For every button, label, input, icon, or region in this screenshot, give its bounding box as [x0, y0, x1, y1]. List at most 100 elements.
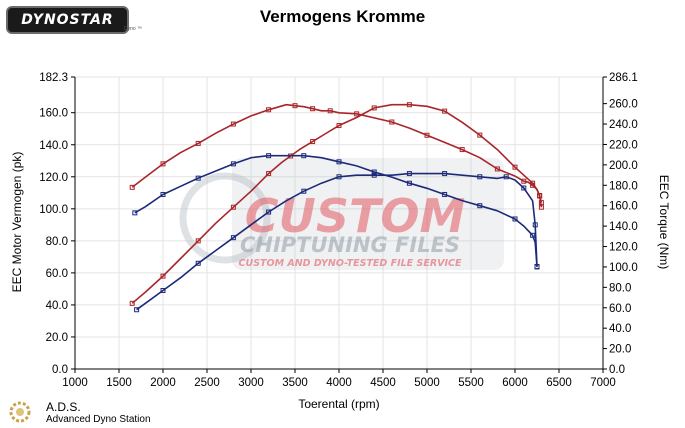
- data-point-red-torque: [230, 121, 236, 127]
- dynostar-logo: DYNOSTAR: [6, 6, 129, 34]
- y-right-tick-label: 60.0: [609, 303, 631, 315]
- data-point-blue-power: [477, 174, 483, 180]
- data-point-red-power: [512, 164, 518, 170]
- data-point-red-torque: [310, 106, 316, 112]
- data-point-red-torque: [160, 161, 166, 167]
- data-point-red-power: [310, 139, 316, 145]
- ads-subtitle: Advanced Dyno Station: [46, 414, 151, 425]
- data-point-red-power: [371, 105, 377, 111]
- data-point-blue-power: [301, 188, 307, 194]
- data-point-blue-torque: [512, 216, 518, 222]
- y-right-tick-label: 40.0: [609, 323, 631, 335]
- y-right-tick-label: 20.0: [609, 344, 631, 356]
- data-point-red-torque: [459, 147, 465, 153]
- data-point-blue-power: [195, 260, 201, 266]
- watermark-line1: CUSTOM: [245, 189, 466, 243]
- data-point-blue-torque: [371, 169, 377, 175]
- series-line-blue-torque: [134, 154, 538, 267]
- data-point-red-power: [129, 300, 135, 306]
- data-point-red-power: [477, 132, 483, 138]
- data-point-blue-power: [336, 174, 342, 180]
- data-point-blue-power: [503, 174, 509, 180]
- data-point-red-power: [336, 123, 342, 129]
- y-right-tick-label: 120.0: [609, 242, 638, 254]
- x-tick-label: 2500: [194, 377, 220, 389]
- x-tick-label: 1000: [62, 377, 88, 389]
- y-left-tick-label: 182.3: [39, 72, 68, 84]
- series-line-red-torque: [131, 103, 543, 203]
- x-tick-label: 3000: [238, 377, 264, 389]
- series-layer: [129, 102, 544, 313]
- y-right-tick-label: 0.0: [609, 364, 625, 376]
- x-tick-label: 1500: [106, 377, 132, 389]
- data-point-red-torque: [195, 140, 201, 146]
- data-point-blue-torque: [301, 153, 307, 159]
- ads-title: A.D.S.: [46, 400, 81, 414]
- series-line-red-power: [131, 103, 543, 304]
- data-point-blue-power: [134, 307, 140, 313]
- data-point-blue-torque: [195, 175, 201, 181]
- data-point-red-power: [160, 273, 166, 279]
- data-point-red-torque: [327, 108, 333, 114]
- x-tick-label: 6500: [546, 377, 572, 389]
- y-right-tick-label: 286.1: [609, 72, 638, 84]
- data-point-red-torque: [266, 107, 272, 113]
- y-left-tick-label: 140.0: [39, 140, 68, 152]
- data-point-blue-torque: [160, 191, 166, 197]
- y-right-tick-label: 140.0: [609, 221, 638, 233]
- data-point-blue-power: [532, 222, 538, 228]
- chart-title: Vermogens Kromme: [259, 7, 426, 26]
- data-point-blue-power: [442, 171, 448, 177]
- data-point-red-torque: [537, 192, 543, 198]
- data-point-red-power: [442, 108, 448, 114]
- y-right-tick-label: 160.0: [609, 201, 638, 213]
- y-right-tick-label: 80.0: [609, 282, 631, 294]
- watermark-line2: CHIPTUNING FILES: [240, 233, 460, 257]
- data-point-blue-torque: [230, 161, 236, 167]
- y-left-tick-label: 60.0: [46, 268, 68, 280]
- y-left-tick-label: 40.0: [46, 300, 68, 312]
- y-left-tick-label: 0.0: [52, 364, 68, 376]
- data-point-blue-power: [266, 209, 272, 215]
- x-tick-label: 5000: [414, 377, 440, 389]
- ads-gear-icon: [9, 401, 31, 423]
- data-point-blue-torque: [442, 191, 448, 197]
- data-point-red-torque: [538, 200, 544, 206]
- y-right-tick-label: 180.0: [609, 180, 638, 192]
- watermark: CUSTOM CHIPTUNING FILES CUSTOM AND DYNO-…: [179, 158, 504, 270]
- data-point-red-power: [406, 102, 412, 108]
- y-right-tick-label: 240.0: [609, 119, 638, 131]
- data-point-blue-torque: [477, 203, 483, 209]
- x-axis-label: Toerental (rpm): [298, 397, 379, 411]
- data-point-blue-torque: [266, 153, 272, 159]
- x-tick-label: 3500: [282, 377, 308, 389]
- data-point-red-power: [195, 238, 201, 244]
- data-point-blue-torque: [336, 159, 342, 165]
- data-point-red-torque: [389, 119, 395, 125]
- data-point-blue-power: [521, 185, 527, 191]
- data-point-red-torque: [292, 103, 298, 109]
- y-right-tick-label: 260.0: [609, 99, 638, 111]
- x-tick-label: 2000: [150, 377, 176, 389]
- x-tick-label: 5500: [458, 377, 484, 389]
- watermark-gauge-icon: [179, 172, 271, 264]
- data-point-red-torque: [530, 182, 536, 188]
- data-point-red-torque: [424, 132, 430, 138]
- y-axis-label-left: EEC Motor Vermogen (pk): [10, 152, 24, 293]
- y-right-tick-label: 200.0: [609, 160, 638, 172]
- y-left-tick-label: 160.0: [39, 108, 68, 120]
- x-tick-label: 7000: [590, 377, 616, 389]
- logo-subtext: Dyno ™: [124, 26, 143, 32]
- data-point-blue-torque: [530, 232, 536, 238]
- data-point-red-torque: [494, 166, 500, 172]
- data-point-blue-torque: [406, 180, 412, 186]
- logo-text: DYNOSTAR: [21, 12, 114, 28]
- data-point-red-torque: [521, 178, 527, 184]
- y-right-tick-label: 100.0: [609, 262, 638, 274]
- data-point-blue-power: [371, 172, 377, 178]
- y-left-tick-label: 120.0: [39, 172, 68, 184]
- data-point-red-power: [538, 204, 544, 210]
- data-point-blue-power: [230, 235, 236, 241]
- y-axis-label-right: EEC Torque (Nm): [657, 175, 671, 269]
